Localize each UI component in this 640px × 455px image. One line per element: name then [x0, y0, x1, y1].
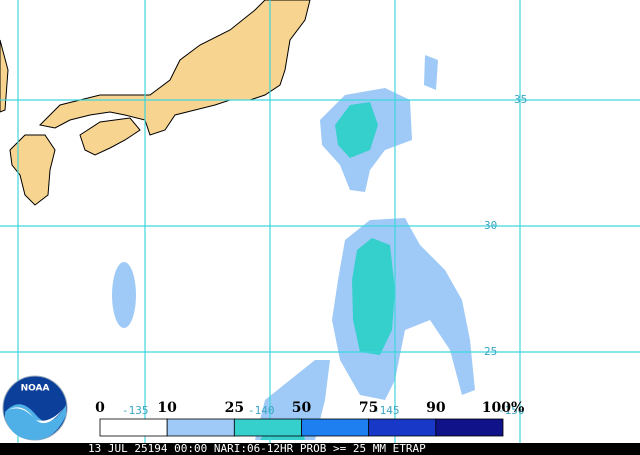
legend-swatch — [301, 418, 370, 437]
lon-label: -150 — [498, 404, 525, 417]
lat-label: 30 — [484, 219, 497, 232]
legend-swatch — [166, 418, 235, 437]
lat-label: 25 — [484, 345, 497, 358]
logo-text: NOAA — [21, 384, 50, 394]
land — [0, 0, 311, 206]
legend-label: 90 — [426, 400, 446, 416]
lon-label: -135 — [122, 404, 149, 417]
footer-text: 13 JUL 25194 00:00 NARI:06-12HR PROB >= … — [88, 442, 426, 455]
noaa-logo: NOAA — [2, 375, 68, 441]
legend: 0 10 25 50 75 90 100% — [95, 400, 525, 437]
grid — [0, 0, 640, 443]
legend-swatch — [99, 418, 168, 437]
legend-swatch — [435, 418, 504, 437]
legend-label: 10 — [157, 400, 177, 416]
legend-label: 75 — [359, 400, 378, 416]
legend-label: 0 — [95, 400, 105, 416]
lon-label: -140 — [248, 404, 275, 417]
legend-label: 100% — [482, 400, 525, 416]
legend-label: 50 — [292, 400, 312, 416]
legend-label: 25 — [225, 400, 244, 416]
lon-label: -145 — [373, 404, 400, 417]
lat-label: 35 — [514, 93, 527, 106]
legend-swatch — [233, 418, 302, 437]
footer-bar — [0, 443, 640, 455]
legend-swatch — [368, 418, 437, 437]
